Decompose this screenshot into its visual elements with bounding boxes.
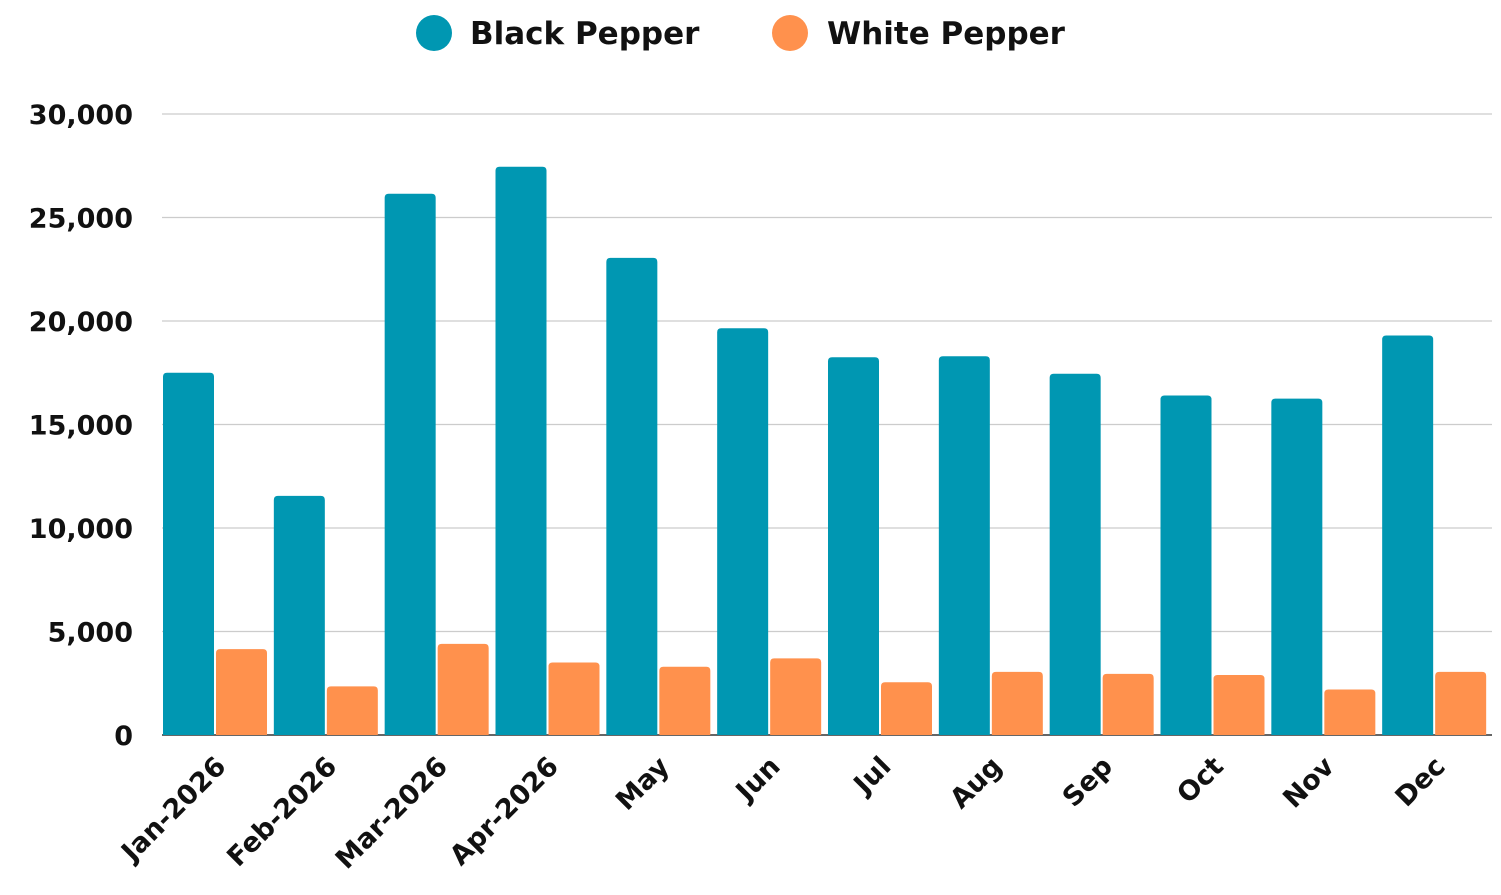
- y-tick-label: 15,000: [29, 411, 133, 442]
- x-tick-label: May: [610, 751, 676, 817]
- y-tick-label: 25,000: [29, 204, 133, 235]
- grid-lines: [162, 113, 1492, 736]
- bar-black-pepper: [606, 257, 658, 735]
- y-tick-label: 10,000: [29, 514, 133, 545]
- x-tick-label: Feb-2026: [221, 751, 343, 873]
- legend: Black Pepper White Pepper: [416, 15, 1066, 52]
- legend-label-black-pepper: Black Pepper: [470, 16, 700, 52]
- bars: [163, 166, 1487, 735]
- x-tick-label: Jul: [847, 751, 898, 802]
- x-tick-label: Apr-2026: [444, 751, 565, 872]
- bar-white-pepper: [1324, 689, 1376, 735]
- bar-white-pepper: [659, 666, 711, 735]
- y-tick-label: 0: [114, 721, 133, 752]
- bar-white-pepper: [548, 662, 600, 735]
- bar-black-pepper: [828, 357, 879, 735]
- x-tick-label: Sep: [1057, 751, 1119, 813]
- bar-black-pepper: [1382, 335, 1434, 735]
- x-tick-label: Mar-2026: [330, 751, 454, 875]
- bar-white-pepper: [216, 649, 267, 735]
- bar-white-pepper: [1435, 671, 1487, 735]
- bar-black-pepper: [1049, 373, 1101, 735]
- bar-black-pepper: [495, 166, 547, 735]
- bar-black-pepper: [1160, 395, 1212, 735]
- bar-white-pepper: [326, 686, 378, 735]
- bar-black-pepper: [1271, 398, 1323, 735]
- bar-white-pepper: [1102, 673, 1154, 735]
- legend-marker-black-pepper: [416, 15, 452, 51]
- y-tick-label: 30,000: [29, 100, 133, 131]
- x-tick-label: Jun: [729, 751, 787, 809]
- x-tick-label: Nov: [1277, 751, 1341, 815]
- bar-black-pepper: [163, 372, 214, 735]
- legend-marker-white-pepper: [772, 15, 808, 51]
- bar-black-pepper: [938, 356, 990, 735]
- bar-white-pepper: [770, 658, 822, 735]
- x-tick-label: Dec: [1389, 751, 1451, 813]
- bar-white-pepper: [437, 643, 489, 735]
- y-tick-label: 20,000: [29, 307, 133, 338]
- x-tick-label: Jan-2026: [114, 751, 232, 869]
- x-tick-label: Aug: [944, 751, 1008, 815]
- bar-black-pepper: [273, 495, 325, 735]
- bar-black-pepper: [717, 328, 769, 735]
- bar-white-pepper: [1213, 674, 1265, 735]
- y-axis-tick-labels: 0 5,000 10,000 15,000 20,000 25,000 30,000: [29, 100, 133, 752]
- bar-white-pepper: [991, 671, 1043, 735]
- x-tick-label: Oct: [1171, 751, 1230, 810]
- y-tick-label: 5,000: [48, 618, 133, 649]
- bar-white-pepper: [881, 682, 932, 735]
- bar-black-pepper: [384, 193, 436, 735]
- legend-label-white-pepper: White Pepper: [827, 16, 1066, 52]
